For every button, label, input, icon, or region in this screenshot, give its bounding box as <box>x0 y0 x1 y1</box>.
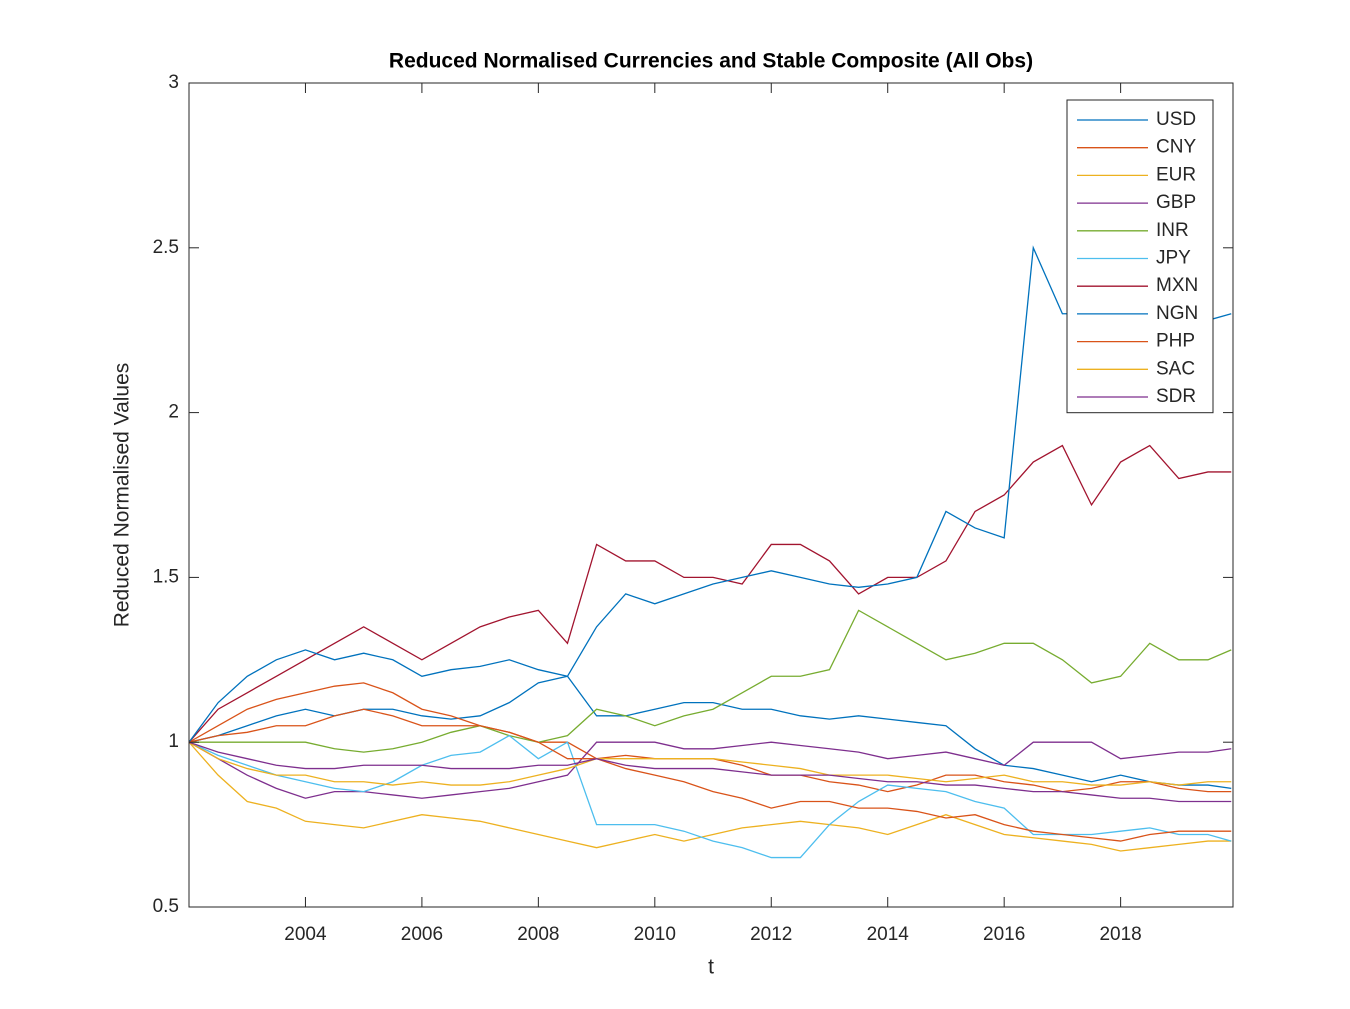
y-tick-label: 1 <box>168 731 179 752</box>
x-tick-label: 2004 <box>284 924 327 945</box>
series-line <box>189 741 1232 803</box>
legend-label: PHP <box>1156 331 1195 352</box>
legend-label: USD <box>1156 109 1196 130</box>
y-tick-label: 2.5 <box>153 237 179 258</box>
legend-label: NGN <box>1156 303 1198 324</box>
legend-label: JPY <box>1156 248 1191 269</box>
series-line <box>189 741 1232 852</box>
x-tick-label: 2014 <box>867 924 910 945</box>
y-axis-label: Reduced Normalised Values <box>111 363 134 628</box>
y-tick-label: 3 <box>168 72 179 93</box>
series-line <box>189 741 1232 786</box>
legend-label: CNY <box>1156 137 1196 158</box>
y-tick-label: 1.5 <box>153 566 179 587</box>
x-tick-label: 2008 <box>517 924 559 945</box>
legend-label: GBP <box>1156 192 1196 213</box>
series-line <box>189 245 1232 743</box>
x-tick-label: 2012 <box>750 924 792 945</box>
x-tick-label: 2018 <box>1099 924 1141 945</box>
chart-title: Reduced Normalised Currencies and Stable… <box>389 50 1033 73</box>
series-line <box>189 444 1232 743</box>
x-tick-label: 2016 <box>983 924 1025 945</box>
legend-label: SAC <box>1156 358 1195 379</box>
x-tick-label: 2006 <box>401 924 443 945</box>
x-tick-label: 2010 <box>634 924 676 945</box>
y-tick-label: 2 <box>168 402 179 423</box>
legend-label: SDR <box>1156 386 1196 407</box>
series-line <box>189 609 1232 753</box>
plot-area <box>189 245 1232 859</box>
legend-label: MXN <box>1156 275 1198 296</box>
x-axis-label: t <box>708 956 714 979</box>
legend-label: EUR <box>1156 164 1196 185</box>
axis-box <box>188 82 1234 908</box>
y-tick-label: 0.5 <box>153 896 179 917</box>
series-line <box>189 708 1232 842</box>
legend-label: INR <box>1156 220 1189 241</box>
legend-box <box>1066 99 1214 414</box>
